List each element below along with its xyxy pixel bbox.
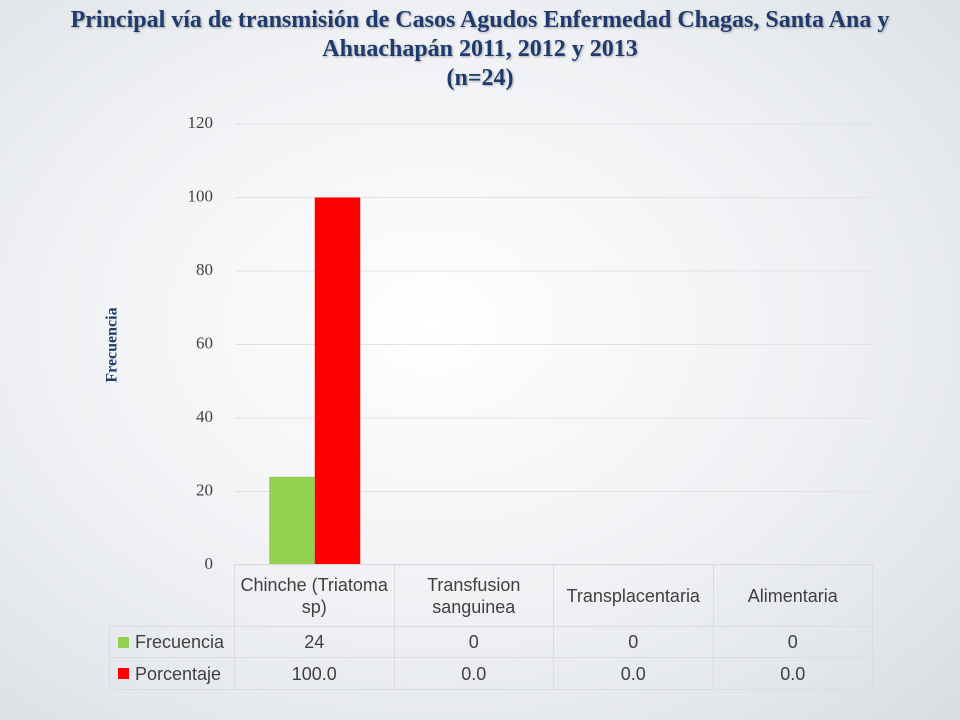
data-table: Chinche (Triatoma sp) Transfusion sanguin…	[109, 564, 873, 690]
x-tick-label: Chinche (Triatoma sp)	[234, 564, 395, 627]
legend-label: Porcentaje	[135, 663, 222, 684]
table-value: 0	[553, 626, 714, 658]
legend-item: Frecuencia	[109, 626, 235, 658]
table-value: 0	[393, 626, 554, 658]
y-tick-label: 120	[188, 113, 214, 132]
bar	[314, 197, 361, 565]
table-value: 0.0	[712, 657, 873, 690]
legend-item: Porcentaje	[109, 657, 235, 690]
legend-swatch	[118, 668, 129, 679]
legend-swatch	[118, 636, 129, 648]
y-axis-label: Frecuencia	[104, 307, 121, 382]
legend-label: Frecuencia	[135, 632, 225, 652]
y-tick-label: 100	[188, 186, 214, 205]
table-value: 100.0	[234, 657, 395, 690]
table-value: 0	[712, 626, 873, 658]
table-value: 0.0	[553, 657, 714, 690]
table-value: 24	[234, 626, 395, 658]
table-corner	[109, 564, 235, 627]
y-tick-label: 80	[196, 260, 213, 279]
x-tick-label: Alimentaria	[712, 564, 873, 627]
x-tick-label: Transfusion sanguinea	[393, 564, 554, 627]
y-tick-label: 40	[196, 407, 213, 426]
y-tick-label: 60	[196, 333, 213, 352]
table-value: 0.0	[393, 657, 554, 690]
chart-subtitle: (n=24)	[446, 65, 514, 91]
chart-title: Principal vía de transmisión de Casos Ag…	[70, 7, 890, 62]
chart-title-block: Principal vía de transmisión de Casos Ag…	[60, 6, 900, 93]
bar	[269, 476, 315, 565]
y-tick-label: 20	[196, 480, 213, 499]
x-tick-label: Transplacentaria	[553, 564, 714, 627]
y-tick-label: 0	[205, 554, 214, 573]
